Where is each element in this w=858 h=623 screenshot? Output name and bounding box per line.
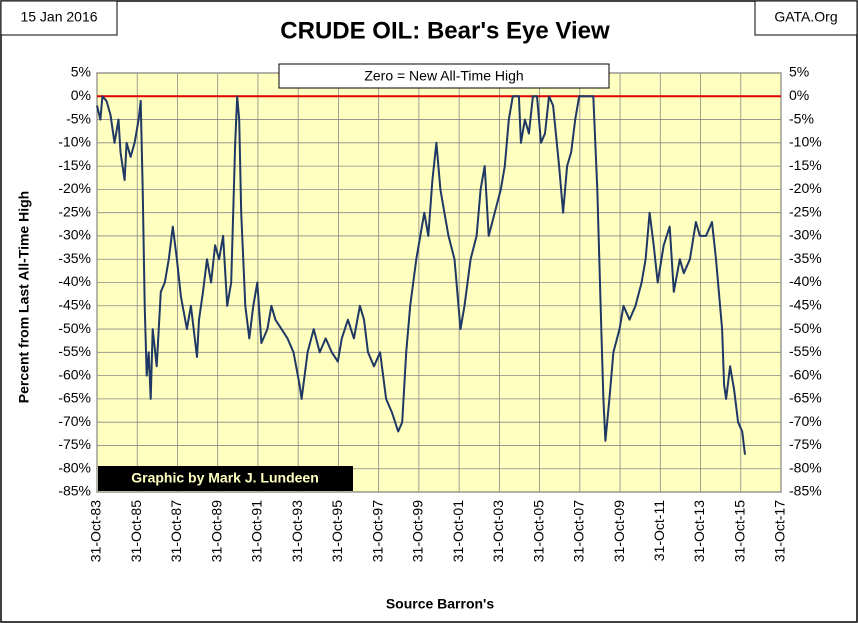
date-label: 15 Jan 2016 xyxy=(20,9,97,25)
y2-tick-label: -55% xyxy=(789,343,822,359)
site-box xyxy=(754,0,858,36)
x-tick-label: 31-Oct-05 xyxy=(530,500,546,562)
x-tick-label: 31-Oct-09 xyxy=(611,500,627,562)
x-tick-label: 31-Oct-07 xyxy=(571,500,587,562)
data-line xyxy=(96,95,746,455)
y-tick-label: 0% xyxy=(71,87,91,103)
y2-tick-label: -65% xyxy=(789,390,822,406)
x-tick-label: 31-Oct-99 xyxy=(410,500,426,562)
y2-tick-label: -50% xyxy=(789,320,822,336)
x-tick-label: 31-Oct-15 xyxy=(731,500,747,562)
y-tick-label: -35% xyxy=(58,250,91,266)
site-label: GATA.Org xyxy=(774,9,837,25)
y2-tick-label: -45% xyxy=(789,296,822,312)
x-axis-label: Source Barron's xyxy=(386,596,495,612)
y2-tick-label: -15% xyxy=(789,157,822,173)
y-tick-label: -25% xyxy=(58,203,91,219)
y2-tick-label: -20% xyxy=(789,180,822,196)
y-tick-label: -60% xyxy=(58,366,91,382)
y-tick-label: -80% xyxy=(58,459,91,475)
y-tick-label: -55% xyxy=(58,343,91,359)
annotation-box xyxy=(278,63,610,89)
x-tick-label: 31-Oct-11 xyxy=(651,500,667,561)
x-tick-label: 31-Oct-87 xyxy=(168,500,184,562)
x-tick-label: 31-Oct-83 xyxy=(88,500,104,562)
credit: Graphic by Mark J. Lundeen xyxy=(131,470,319,486)
y2-tick-label: -35% xyxy=(789,250,822,266)
y-tick-label: -75% xyxy=(58,436,91,452)
y2-tick-label: -10% xyxy=(789,134,822,150)
x-tick-label: 31-Oct-85 xyxy=(128,500,144,562)
y-tick-label: -65% xyxy=(58,390,91,406)
y-tick-label: 5% xyxy=(71,64,91,80)
y2-tick-label: -60% xyxy=(789,366,822,382)
y2-tick-label: -85% xyxy=(789,483,822,499)
y-tick-label: -45% xyxy=(58,296,91,312)
y2-tick-label: -70% xyxy=(789,413,822,429)
y-tick-label: -15% xyxy=(58,157,91,173)
y-axis-label: Percent from Last All-Time High xyxy=(16,191,32,403)
chart-title: CRUDE OIL: Bear's Eye View xyxy=(280,17,610,44)
x-tick-label: 31-Oct-97 xyxy=(369,500,385,562)
y-tick-label: -40% xyxy=(58,273,91,289)
y-tick-label: -85% xyxy=(58,483,91,499)
x-tick-label: 31-Oct-13 xyxy=(691,500,707,562)
x-tick-label: 31-Oct-89 xyxy=(208,500,224,562)
y2-tick-label: -5% xyxy=(789,110,814,126)
x-tick-label: 31-Oct-91 xyxy=(249,500,265,562)
y2-tick-label: -30% xyxy=(789,227,822,243)
x-tick-label: 31-Oct-93 xyxy=(289,500,305,562)
y-tick-label: -30% xyxy=(58,227,91,243)
x-tick-label: 31-Oct-95 xyxy=(329,500,345,562)
y2-tick-label: -80% xyxy=(789,459,822,475)
y2-tick-label: -75% xyxy=(789,436,822,452)
y2-tick-label: 0% xyxy=(789,87,809,103)
y2-tick-label: -40% xyxy=(789,273,822,289)
y-tick-label: -50% xyxy=(58,320,91,336)
y-tick-label: -20% xyxy=(58,180,91,196)
x-tick-label: 31-Oct-03 xyxy=(490,500,506,562)
y-tick-label: -5% xyxy=(66,110,91,126)
x-tick-label: 31-Oct-17 xyxy=(772,500,788,562)
annotation: Zero = New All-Time High xyxy=(364,68,523,84)
date-box xyxy=(0,0,118,36)
y2-tick-label: 5% xyxy=(789,64,809,80)
x-tick-label: 31-Oct-01 xyxy=(450,500,466,562)
credit-box xyxy=(98,466,353,491)
y2-tick-label: -25% xyxy=(789,203,822,219)
y-tick-label: -70% xyxy=(58,413,91,429)
y-tick-label: -10% xyxy=(58,134,91,150)
